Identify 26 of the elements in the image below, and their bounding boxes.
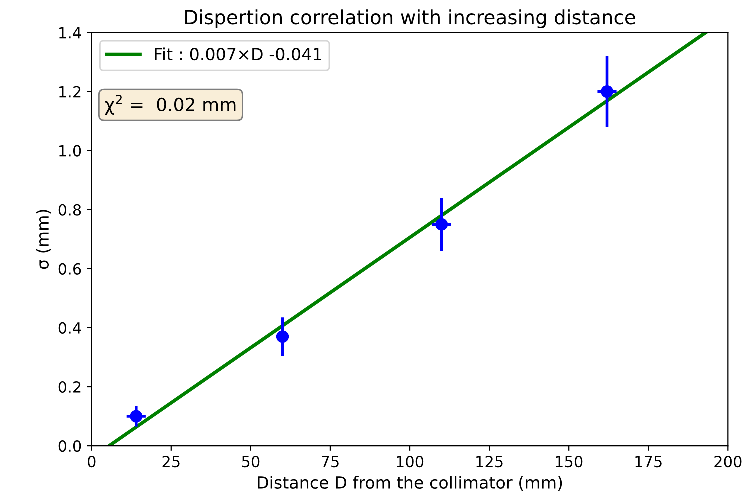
y-tick-label: 0.2 [58, 381, 81, 394]
y-tick-label: 0.0 [58, 440, 82, 452]
annotation: χ$^{2}$ = 0.02 mm [105, 94, 236, 116]
x-tick-label: 50 [242, 456, 260, 468]
x-tick-label: 100 [397, 456, 424, 468]
x-tick-label: 150 [556, 456, 583, 468]
point [601, 86, 614, 98]
y-tick-label: 1.0 [60, 145, 82, 157]
chart-title: Dispertion correlation with increasing distance [186, 10, 636, 28]
y-tick-label: 0.6 [58, 263, 82, 275]
y-tick-label: 0.4 [58, 322, 82, 334]
x-tick-label: 175 [636, 456, 662, 468]
y-tick-label: 0.8 [58, 204, 82, 216]
y-tick-label: 1.4 [60, 27, 82, 39]
x-tick-label: 200 [714, 456, 742, 468]
legend-label: Fit : 0.007×D -0.041 [155, 48, 322, 61]
y-tick-label: 1.2 [60, 86, 81, 98]
point [276, 330, 289, 344]
point [436, 218, 448, 231]
x-tick-label: 25 [162, 456, 180, 468]
x-tick-label: 125 [476, 456, 503, 468]
point [130, 410, 143, 423]
x-tick-label: 75 [322, 456, 339, 468]
x-tick-label: 0 [88, 456, 96, 468]
y-axis-title: σ (mm) [36, 210, 52, 270]
x-axis-title: Distance D from the collimator (mm) [258, 476, 562, 491]
